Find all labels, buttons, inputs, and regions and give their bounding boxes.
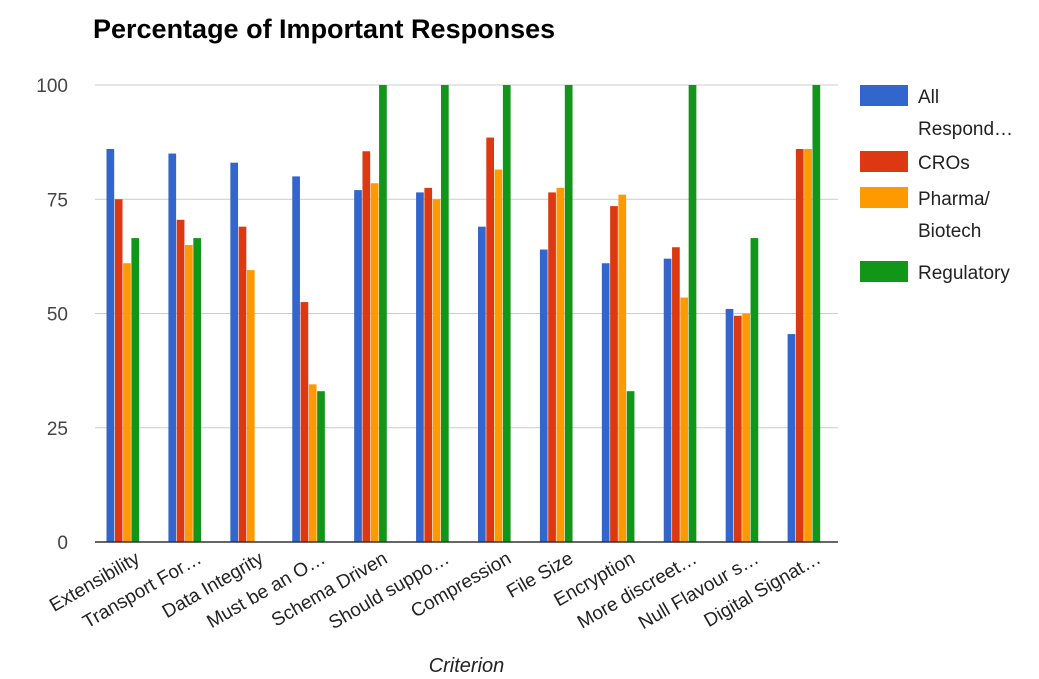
bar xyxy=(246,270,255,542)
bar xyxy=(185,244,193,542)
bar xyxy=(362,151,371,542)
bar xyxy=(317,391,325,542)
bar xyxy=(610,206,618,543)
bar xyxy=(688,85,697,542)
bar xyxy=(548,192,556,542)
bar xyxy=(502,85,511,542)
bar xyxy=(750,238,759,542)
bar xyxy=(539,249,548,542)
bar xyxy=(292,176,300,542)
y-tick-label: 0 xyxy=(57,533,68,554)
bar xyxy=(131,238,140,542)
y-tick-label: 25 xyxy=(47,419,68,440)
legend-label: Biotech xyxy=(918,221,981,242)
legend-swatch xyxy=(860,151,908,172)
legend-swatch xyxy=(860,187,908,208)
bar xyxy=(795,148,804,543)
bar xyxy=(725,308,734,542)
bar xyxy=(564,85,573,542)
bar xyxy=(812,85,821,542)
legend-swatch xyxy=(860,85,908,106)
bar xyxy=(308,384,317,542)
bar xyxy=(168,153,177,543)
y-tick-label: 100 xyxy=(36,76,68,97)
x-axis-title: Criterion xyxy=(429,655,505,677)
bar xyxy=(618,194,627,542)
bar xyxy=(787,334,796,542)
bar xyxy=(626,391,635,542)
bar xyxy=(556,187,565,542)
bar xyxy=(230,162,239,542)
bar xyxy=(354,190,362,543)
legend-label: Regulatory xyxy=(918,263,1010,284)
bar xyxy=(416,192,424,542)
y-tick-label: 50 xyxy=(47,305,68,326)
legend-label: CROs xyxy=(918,153,970,174)
bar xyxy=(601,263,610,542)
bar xyxy=(478,226,486,543)
bar xyxy=(432,199,441,542)
bar xyxy=(440,85,449,542)
bar xyxy=(300,302,309,542)
y-tick-label: 75 xyxy=(47,190,68,211)
legend-label: Respond… xyxy=(918,119,1013,140)
bar xyxy=(663,258,672,542)
legend-label: All xyxy=(918,87,939,108)
legend-swatch xyxy=(860,261,908,282)
bar xyxy=(680,297,689,542)
bar xyxy=(123,263,131,542)
bar xyxy=(424,187,433,542)
bar xyxy=(742,313,750,542)
bar xyxy=(494,169,503,543)
legend-label: Pharma/ xyxy=(918,189,991,210)
chart-title: Percentage of Important Responses xyxy=(93,14,556,44)
bar xyxy=(672,247,680,543)
bar xyxy=(733,315,742,542)
bar xyxy=(114,199,123,542)
bar xyxy=(804,148,812,543)
bar xyxy=(106,148,115,543)
bar xyxy=(193,238,202,542)
bar xyxy=(238,226,247,543)
bar xyxy=(176,219,185,542)
bar xyxy=(370,183,379,542)
bar xyxy=(379,85,387,542)
bar xyxy=(486,137,494,542)
